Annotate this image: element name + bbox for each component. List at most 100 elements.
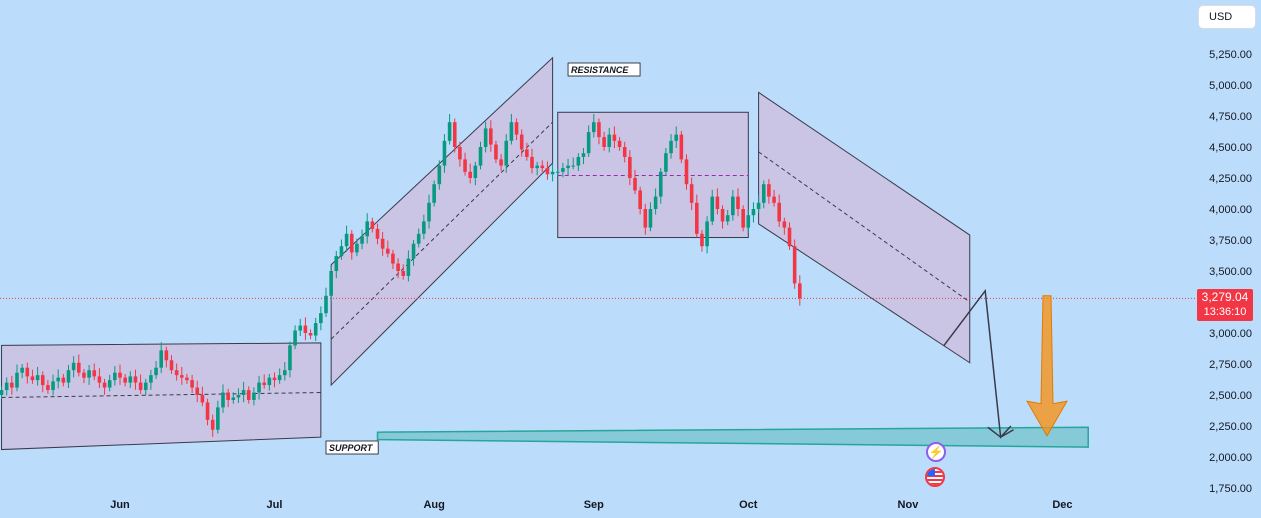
candle-body bbox=[710, 196, 715, 222]
candle-body bbox=[30, 376, 35, 381]
candle-body bbox=[725, 215, 730, 222]
candle-body bbox=[159, 350, 163, 368]
candle-body bbox=[288, 345, 292, 371]
candle-body bbox=[442, 140, 447, 166]
descending-midline bbox=[758, 151, 971, 303]
candle-body bbox=[772, 196, 776, 203]
resistance-label: RESISTANCE bbox=[571, 65, 629, 75]
candle-body bbox=[555, 171, 560, 173]
candle-body bbox=[246, 390, 251, 400]
candle-body bbox=[313, 323, 318, 336]
y-tick-label: 4,500.00 bbox=[1209, 142, 1252, 154]
candle-body bbox=[792, 246, 797, 284]
candle-body bbox=[411, 243, 416, 259]
candle-body bbox=[20, 367, 24, 373]
target-arrow bbox=[1026, 295, 1068, 437]
candle-body bbox=[205, 402, 210, 420]
candle-body bbox=[138, 382, 143, 391]
y-tick-label: 2,750.00 bbox=[1209, 359, 1252, 371]
candle-body bbox=[46, 385, 50, 391]
consolidation-box-zone bbox=[557, 111, 749, 239]
candle-body bbox=[277, 375, 282, 381]
x-tick-label: Aug bbox=[423, 499, 444, 511]
candle-body bbox=[715, 196, 720, 209]
candle-body bbox=[571, 165, 575, 167]
candle-body bbox=[66, 370, 71, 383]
candle-body bbox=[308, 333, 313, 336]
candle-body bbox=[478, 147, 483, 166]
candle-body bbox=[349, 233, 354, 253]
x-tick-label: Oct bbox=[739, 499, 758, 511]
range-channel-zone bbox=[1, 342, 322, 451]
candle-body bbox=[612, 134, 617, 141]
candle-body bbox=[210, 419, 215, 430]
candle-body bbox=[458, 147, 462, 160]
candle-body bbox=[581, 153, 586, 157]
y-tick-label: 2,000.00 bbox=[1209, 452, 1252, 464]
candle-body bbox=[705, 221, 709, 247]
y-tick-label: 3,000.00 bbox=[1209, 328, 1252, 340]
candle-body bbox=[396, 263, 400, 271]
candle-body bbox=[700, 233, 704, 247]
candle-body bbox=[334, 256, 339, 271]
candle-body bbox=[128, 376, 133, 383]
candle-body bbox=[437, 165, 442, 185]
candle-body bbox=[761, 184, 766, 203]
candle-body bbox=[51, 381, 55, 391]
candle-body bbox=[25, 367, 30, 377]
candle-body bbox=[545, 168, 550, 175]
range-midline bbox=[1, 392, 321, 398]
candle-body bbox=[653, 196, 658, 209]
candle-body bbox=[298, 325, 303, 331]
y-tick-label: 5,000.00 bbox=[1209, 80, 1252, 92]
last-price-value: 3,279.04 bbox=[1201, 290, 1249, 304]
currency-button[interactable]: USD bbox=[1198, 5, 1256, 29]
candle-body bbox=[530, 156, 534, 169]
candle-body bbox=[416, 233, 421, 244]
candle-body bbox=[695, 202, 699, 234]
candle-body bbox=[736, 196, 740, 209]
candle-body bbox=[427, 202, 431, 222]
candle-body bbox=[190, 380, 194, 388]
candle-body bbox=[540, 165, 545, 169]
candle-body bbox=[473, 165, 478, 178]
support-band bbox=[376, 426, 1089, 448]
candle-body bbox=[509, 122, 514, 141]
candle-body bbox=[633, 178, 637, 191]
candle-body bbox=[164, 350, 169, 361]
candle-body bbox=[617, 140, 622, 147]
candle-body bbox=[643, 209, 648, 228]
candle-body bbox=[216, 407, 220, 430]
candle-body bbox=[15, 372, 19, 388]
candle-body bbox=[71, 362, 76, 371]
candle-body bbox=[638, 190, 642, 209]
candle-body bbox=[391, 253, 395, 264]
candle-body bbox=[602, 137, 606, 147]
candle-body bbox=[468, 171, 472, 178]
candle-body bbox=[777, 202, 781, 222]
ascending-channel-zone bbox=[330, 56, 554, 387]
candle-body bbox=[386, 248, 390, 254]
bolt-icon[interactable]: ⚡ bbox=[926, 442, 946, 462]
candle-body bbox=[252, 392, 256, 400]
candle-body bbox=[576, 156, 581, 166]
y-tick-label: 4,000.00 bbox=[1209, 204, 1252, 216]
candle-body bbox=[97, 376, 102, 383]
candle-body bbox=[622, 147, 627, 157]
candle-body bbox=[380, 238, 385, 249]
projection-arrowhead bbox=[987, 426, 1014, 439]
candle-body bbox=[499, 159, 503, 166]
projection-path bbox=[943, 288, 1012, 439]
candle-body bbox=[149, 375, 153, 383]
x-tick-label: Sep bbox=[584, 499, 604, 511]
us-flag-icon[interactable] bbox=[925, 467, 945, 487]
candle-body bbox=[262, 382, 266, 386]
candle-body bbox=[226, 392, 230, 400]
candle-body bbox=[767, 184, 771, 197]
candle-body bbox=[452, 122, 457, 147]
candle-body bbox=[360, 236, 364, 244]
candle-body bbox=[102, 382, 107, 388]
candle-body bbox=[782, 221, 787, 228]
